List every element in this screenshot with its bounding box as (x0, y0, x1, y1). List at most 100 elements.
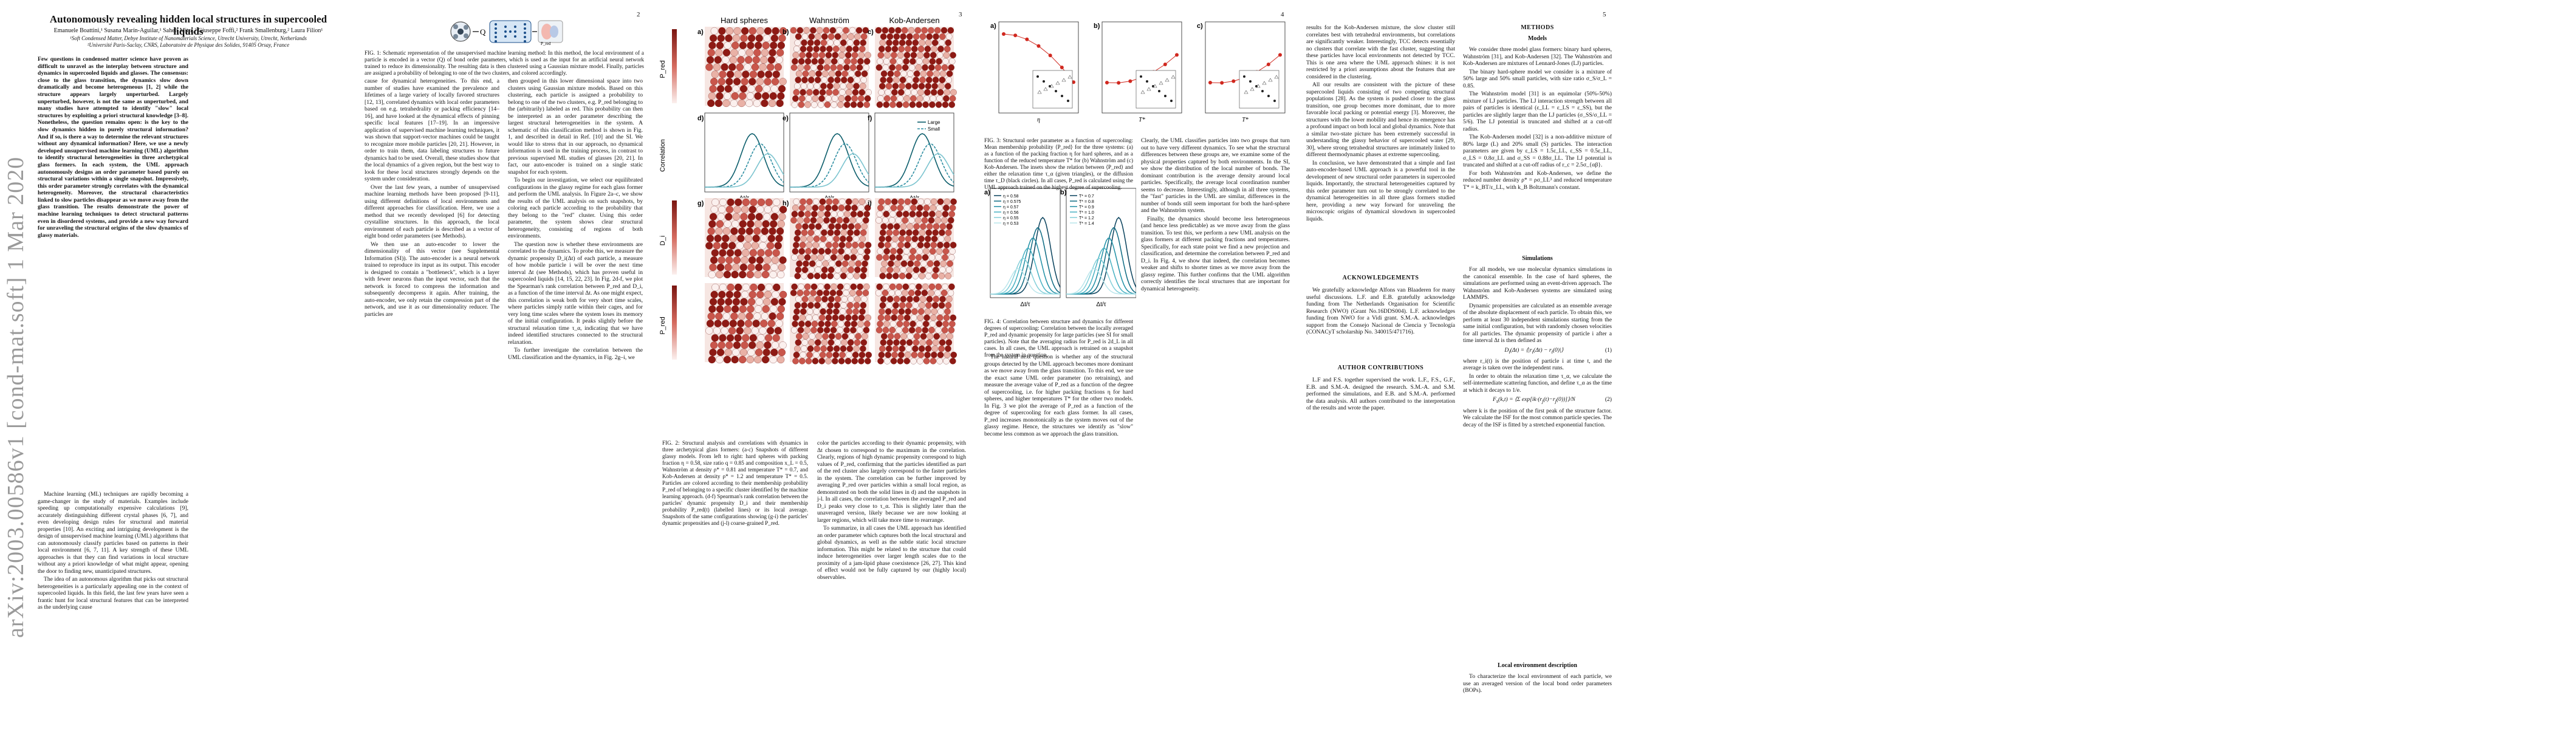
affiliation-2: ²Université Paris-Saclay, CNRS, Laborato… (87, 42, 290, 48)
particle (930, 314, 937, 321)
particle (884, 242, 891, 248)
particle (817, 289, 823, 296)
particle (741, 27, 749, 35)
particle (859, 235, 866, 242)
particle (885, 83, 892, 90)
particle (813, 351, 820, 358)
particle (926, 223, 933, 230)
equation-1: Di(Δt) = ⟨|ri(Δt) − ri(0)|⟩ (1) (1504, 346, 1612, 355)
particle (803, 260, 809, 267)
inset-point (1152, 85, 1154, 87)
particle (850, 101, 857, 108)
particle (793, 242, 800, 248)
particle (860, 339, 868, 346)
particle (755, 348, 763, 357)
particle (769, 49, 776, 56)
body-paragraph: In order to obtain the relaxation time τ… (1463, 372, 1612, 394)
particle (807, 39, 814, 46)
particle (818, 358, 825, 364)
panel-letter: d) (697, 115, 704, 122)
particle (830, 217, 837, 224)
particle (821, 33, 828, 40)
particle (926, 339, 933, 346)
particle (773, 283, 781, 292)
particle (754, 305, 762, 313)
particle (801, 273, 807, 279)
particle (767, 56, 775, 64)
inset-frame (1239, 70, 1279, 109)
particle (742, 249, 750, 257)
particle (880, 339, 887, 346)
panel-letter: a) (697, 29, 704, 36)
particle (773, 198, 781, 207)
particle (763, 298, 771, 306)
particle (728, 327, 736, 335)
particle (831, 204, 838, 211)
particle (917, 89, 924, 96)
particle (899, 345, 906, 352)
particle (841, 33, 848, 40)
particle (764, 341, 772, 349)
particle (875, 217, 882, 224)
particle (929, 211, 936, 217)
particle (905, 345, 912, 352)
particle (837, 64, 843, 71)
particle (886, 77, 893, 83)
particle (761, 99, 769, 108)
particle (810, 289, 817, 296)
particle (937, 89, 944, 96)
particle (895, 27, 902, 34)
particle (751, 242, 759, 250)
particle (814, 302, 821, 309)
particle (717, 34, 725, 43)
particle (837, 101, 844, 108)
particle (905, 235, 912, 242)
particle (912, 39, 919, 46)
particle (801, 302, 807, 309)
inset-frame (1032, 70, 1073, 109)
particle (810, 217, 817, 224)
particle (718, 78, 725, 86)
particle (851, 320, 858, 327)
y-axis-label: P_red (659, 317, 666, 334)
particle (747, 220, 755, 228)
particle (895, 217, 902, 224)
particle (835, 223, 841, 230)
particle (837, 283, 844, 290)
figure-4-caption: FIG. 4: Correlation between structure an… (984, 318, 1133, 358)
figure-3: a) η b) T* c) T* (978, 16, 1294, 137)
particle (854, 77, 861, 83)
particle (928, 27, 934, 34)
particle (909, 283, 916, 290)
particle (800, 198, 806, 205)
particle (891, 308, 899, 315)
particle (759, 63, 767, 71)
particle (882, 254, 889, 261)
particle (944, 351, 951, 358)
particle (722, 227, 730, 235)
particle (896, 211, 903, 217)
particle (795, 339, 802, 346)
page-5: 5 results for the Kob-Andersen mixture, … (1300, 0, 1616, 729)
particle (755, 85, 763, 93)
correlation-curve (705, 133, 784, 188)
particle (746, 355, 754, 364)
particle (753, 227, 761, 235)
particle (752, 234, 760, 242)
particle (854, 223, 862, 230)
particle (943, 314, 950, 321)
particle (791, 283, 798, 290)
particle (913, 339, 920, 346)
particle (911, 235, 919, 242)
particle (834, 273, 840, 279)
particle (899, 39, 906, 46)
particle (819, 242, 826, 248)
particle (733, 27, 741, 35)
particle (843, 289, 849, 296)
particle (793, 89, 800, 96)
particle (936, 248, 943, 255)
particle (812, 95, 819, 102)
particle (744, 327, 752, 335)
inset-point (1249, 80, 1252, 83)
particle (950, 242, 957, 248)
